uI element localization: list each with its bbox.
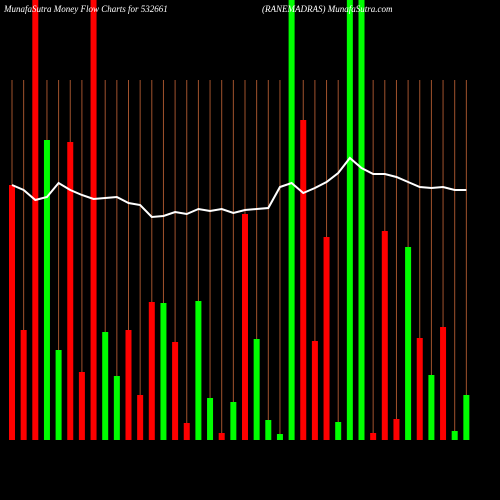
chart-subtitle: (RANEMADRAS) MunafaSutra.com xyxy=(262,4,393,14)
bar xyxy=(370,433,377,440)
bar xyxy=(20,330,27,440)
bar xyxy=(335,422,342,440)
bar xyxy=(323,237,330,440)
bar xyxy=(265,420,272,440)
bar xyxy=(276,434,283,440)
bar xyxy=(172,342,179,440)
bar xyxy=(183,423,190,440)
bars xyxy=(9,0,470,440)
bar xyxy=(207,398,214,440)
bar xyxy=(32,0,39,440)
bar xyxy=(148,302,155,440)
bar xyxy=(346,0,353,440)
bar xyxy=(393,419,400,440)
bar xyxy=(102,332,109,440)
bar xyxy=(137,395,144,440)
money-flow-line xyxy=(11,156,467,219)
bar xyxy=(43,140,50,440)
bar xyxy=(113,376,120,440)
bar xyxy=(67,142,74,440)
bar xyxy=(253,339,260,440)
bar xyxy=(451,431,458,440)
bar xyxy=(416,338,423,440)
bar xyxy=(55,350,62,440)
bar xyxy=(463,395,470,440)
bar xyxy=(440,327,447,440)
chart-title: MunafaSutra Money Flow Charts for 532661 xyxy=(3,4,168,14)
bar xyxy=(90,0,97,440)
bar xyxy=(9,185,15,440)
bar xyxy=(300,120,307,440)
bar xyxy=(160,303,167,440)
bar xyxy=(288,0,295,440)
bar xyxy=(125,330,132,440)
bar xyxy=(311,341,318,440)
bar xyxy=(78,372,85,440)
lines xyxy=(11,156,467,219)
bar xyxy=(195,301,202,440)
bar xyxy=(381,231,388,440)
bar xyxy=(405,247,412,440)
bar xyxy=(230,402,237,440)
bar xyxy=(358,0,365,440)
bar xyxy=(218,433,225,440)
bar xyxy=(242,214,248,440)
bar xyxy=(428,375,435,440)
